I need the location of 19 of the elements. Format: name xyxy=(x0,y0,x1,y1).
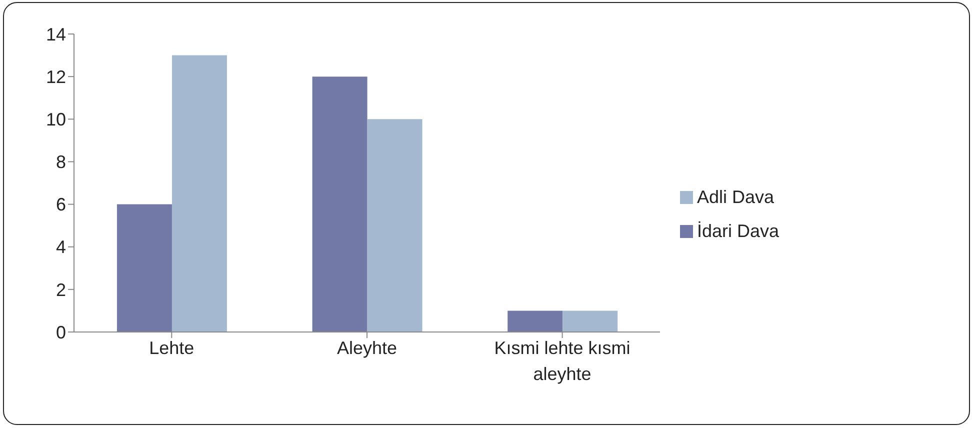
y-tick-label: 0 xyxy=(56,322,66,342)
bar xyxy=(562,310,618,332)
y-tick-label: 6 xyxy=(56,194,66,215)
bar xyxy=(116,204,172,332)
x-tick-label: Kısmi lehte kısmi aleyhte xyxy=(494,338,630,384)
y-tick-label: 12 xyxy=(46,66,66,87)
bar xyxy=(172,55,227,332)
bar xyxy=(312,76,368,332)
y-tick-label: 2 xyxy=(56,280,66,300)
bar xyxy=(367,119,422,332)
bar xyxy=(508,310,563,332)
y-tick-label: 10 xyxy=(46,110,66,130)
y-tick-label: 14 xyxy=(46,24,66,44)
y-tick-label: 8 xyxy=(56,152,66,172)
x-tick-label: Lehte xyxy=(149,338,194,358)
legend-label: Adli Dava xyxy=(696,186,774,206)
x-tick-label: Aleyhte xyxy=(336,338,397,358)
legend-label: İdari Dava xyxy=(696,220,779,240)
y-tick-label: 4 xyxy=(56,237,66,258)
